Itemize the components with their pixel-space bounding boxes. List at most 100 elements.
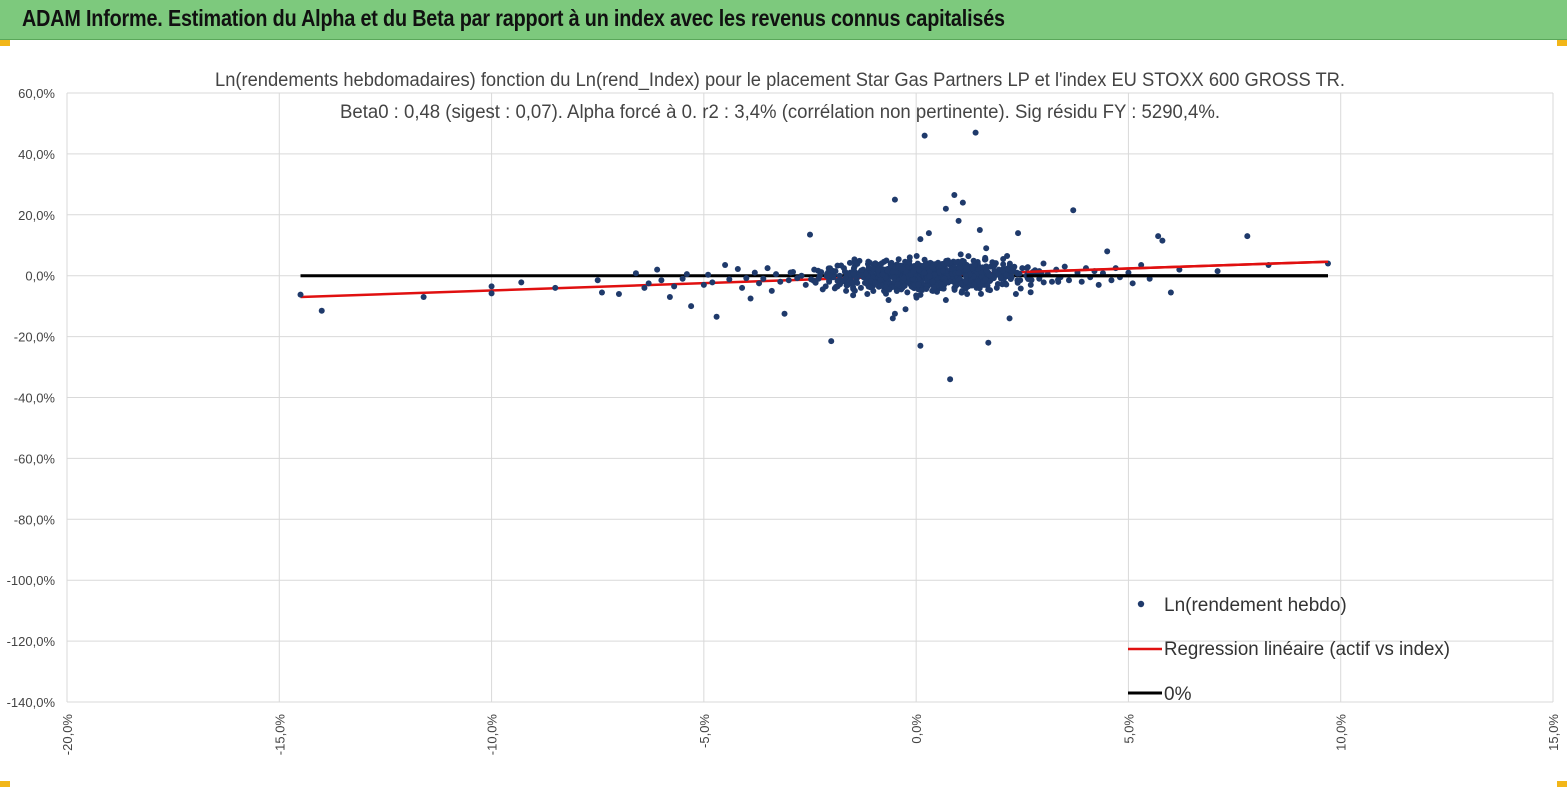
legend-label-points: Ln(rendement hebdo)	[1164, 595, 1347, 616]
x-tick-label: -5,0%	[697, 714, 712, 748]
data-point	[940, 267, 947, 274]
data-point	[901, 282, 908, 289]
data-point	[921, 256, 928, 263]
chart-legend: Ln(rendement hebdo) Regression linéaire …	[1128, 595, 1450, 705]
data-point	[972, 129, 979, 136]
data-point	[1167, 289, 1174, 296]
data-point	[913, 253, 920, 260]
data-point	[812, 279, 819, 286]
data-point	[773, 271, 780, 278]
data-point	[1159, 237, 1166, 244]
data-point	[615, 290, 622, 297]
data-point	[1061, 263, 1068, 270]
data-point	[991, 267, 998, 274]
data-point	[865, 264, 872, 271]
data-point	[1014, 269, 1021, 276]
data-point	[850, 271, 857, 278]
corner-marker-bottom-left	[0, 781, 10, 787]
data-point	[827, 267, 834, 274]
data-point	[914, 260, 921, 267]
data-point	[925, 230, 932, 237]
data-point	[1004, 265, 1011, 272]
legend-label-regression: Regression linéaire (actif vs index)	[1164, 639, 1450, 660]
data-point	[864, 290, 871, 297]
data-point	[722, 262, 729, 269]
data-point	[964, 290, 971, 297]
legend-marker-points	[1137, 600, 1145, 608]
data-point	[1138, 262, 1145, 269]
data-point	[645, 280, 652, 287]
data-point	[962, 278, 969, 285]
data-point	[951, 192, 958, 199]
x-tick-label: 10,0%	[1334, 714, 1349, 751]
data-point	[747, 295, 754, 302]
data-point	[768, 287, 775, 294]
data-point	[900, 274, 907, 281]
y-tick-label: -140,0%	[7, 695, 56, 710]
data-point	[842, 274, 849, 281]
data-point	[959, 199, 966, 206]
data-point	[851, 259, 858, 266]
data-point	[787, 269, 794, 276]
corner-marker-bottom-right	[1557, 781, 1567, 787]
data-point	[929, 263, 936, 270]
data-point	[858, 267, 865, 274]
data-point	[654, 266, 661, 273]
y-tick-label: 0,0%	[25, 269, 55, 284]
data-point	[1176, 266, 1183, 273]
data-point	[832, 284, 839, 291]
data-points	[297, 129, 1331, 383]
data-point	[957, 280, 964, 287]
y-tick-label: -20,0%	[14, 330, 56, 345]
y-tick-label: 40,0%	[18, 147, 55, 162]
data-point	[917, 236, 924, 243]
data-point	[1040, 279, 1047, 286]
data-point	[921, 132, 928, 139]
data-point	[889, 315, 896, 322]
data-point	[982, 254, 989, 261]
data-point	[879, 271, 886, 278]
data-point	[836, 272, 843, 279]
x-tick-label: -10,0%	[485, 714, 500, 756]
regression-line-overlay	[1026, 260, 1329, 274]
data-point	[854, 279, 861, 286]
legend-label-zero: 0%	[1164, 684, 1192, 705]
data-point	[1078, 278, 1085, 285]
data-point	[982, 276, 989, 283]
data-point	[751, 269, 758, 276]
data-point	[970, 281, 977, 288]
data-point	[816, 272, 823, 279]
data-point	[826, 277, 833, 284]
data-point	[850, 292, 857, 299]
x-tick-label: 5,0%	[1121, 714, 1136, 744]
data-point	[518, 279, 525, 286]
data-point	[632, 270, 639, 277]
data-point	[965, 253, 972, 260]
data-point	[1070, 207, 1077, 214]
corner-marker-left	[0, 40, 10, 46]
data-point	[1017, 285, 1024, 292]
data-point	[828, 338, 835, 345]
data-point	[297, 291, 304, 298]
y-tick-label: -40,0%	[14, 391, 56, 406]
data-point	[683, 271, 690, 278]
data-point	[826, 272, 833, 279]
chart-title-line1: Ln(rendements hebdomadaires) fonction du…	[215, 70, 1345, 91]
data-point	[938, 281, 945, 288]
data-point	[679, 275, 686, 282]
data-point	[552, 284, 559, 291]
y-tick-label: -120,0%	[7, 634, 56, 649]
data-point	[777, 278, 784, 285]
data-point	[1108, 277, 1115, 284]
data-point	[1155, 233, 1162, 240]
x-tick-label: 0,0%	[909, 714, 924, 744]
data-point	[857, 284, 864, 291]
data-point	[942, 205, 949, 212]
data-point	[930, 283, 937, 290]
y-tick-label: -100,0%	[7, 573, 56, 588]
data-point	[1146, 275, 1153, 282]
data-point	[953, 259, 960, 266]
data-point	[986, 272, 993, 279]
data-point	[987, 287, 994, 294]
data-point	[798, 272, 805, 279]
